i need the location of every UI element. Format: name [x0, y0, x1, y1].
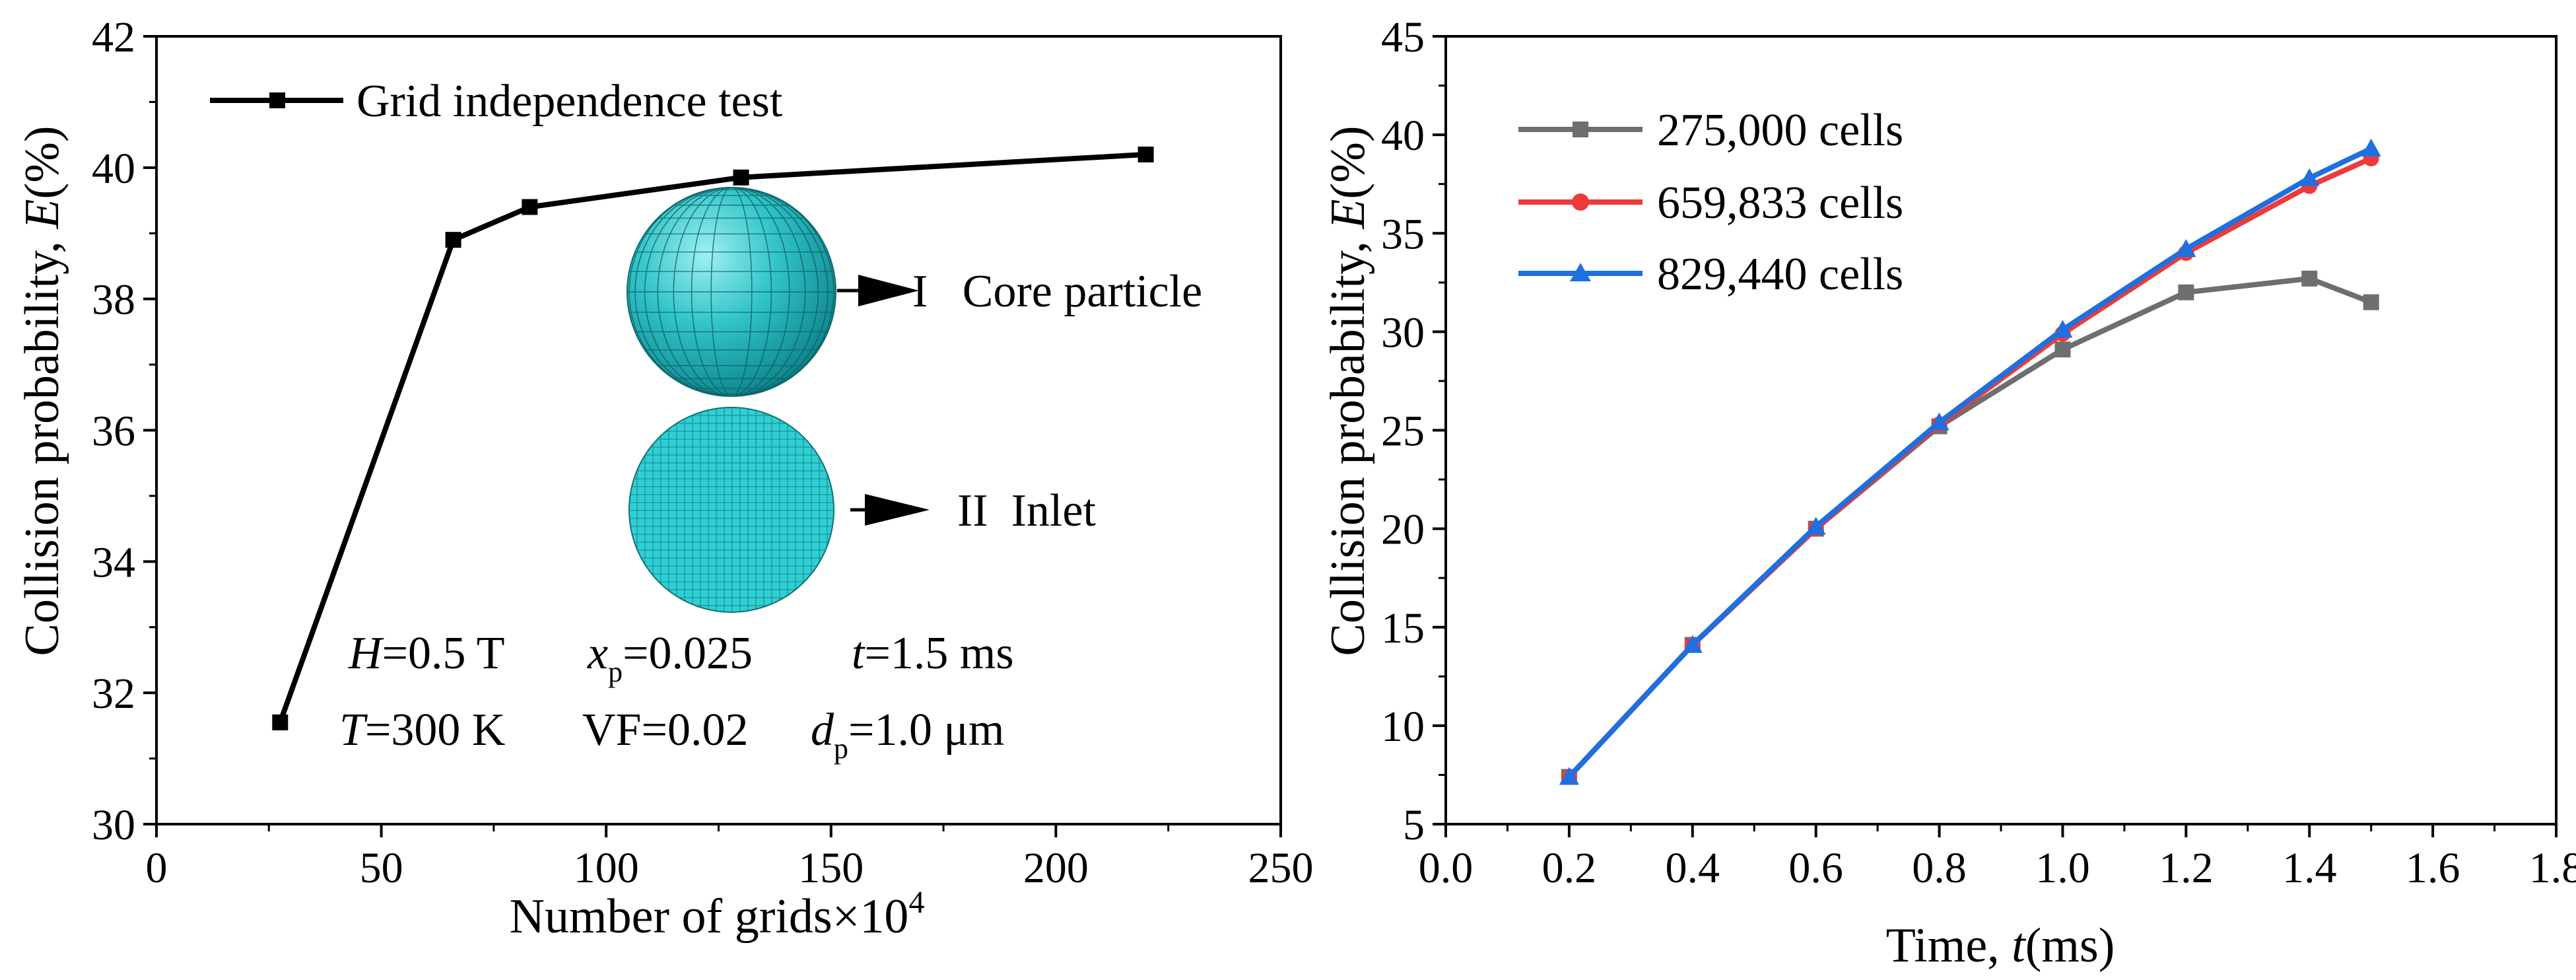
inlet-label: II Inlet	[957, 485, 1096, 536]
legend-marker-829440	[1570, 263, 1591, 281]
legend-label-829440: 829,440 cells	[1657, 249, 1903, 300]
anno-xp: xp=0.025	[587, 628, 753, 688]
left-x-tick-label: 200	[1023, 844, 1089, 892]
core-particle-arrow	[837, 275, 919, 306]
left-x-tick-label: 0	[146, 844, 168, 892]
right-y-tick-label: 15	[1381, 604, 1425, 652]
mesh-time-chart: 0.0 0.2 0.4 0.6 0.8 1.0 1.2 1.4 1.6 1.8 5 10 15 20 25 3…	[1321, 13, 2576, 973]
condition-annotations: H=0.5 T xp=0.025 t=1.5 ms T=300 K VF=0.0…	[339, 628, 1014, 765]
left-x-tick-label: 100	[574, 844, 639, 892]
legend-marker-659833	[1572, 193, 1589, 211]
series-line-275-000-cells	[1567, 275, 2373, 779]
left-y-tick-label: 34	[92, 538, 135, 586]
right-x-axis-title: Time, t(ms)	[1886, 919, 2115, 973]
data-point-275-000-cells	[2054, 341, 2071, 358]
data-point-275-000-cells	[2301, 270, 2318, 287]
data-point-275-000-cells	[2178, 284, 2194, 300]
anno-VF: VF=0.02	[582, 705, 748, 755]
right-axes: 0.0 0.2 0.4 0.6 0.8 1.0 1.2 1.4 1.6 1.8 5 10 15 20 25 3…	[1381, 13, 2576, 892]
data-point-275-000-cells	[2363, 294, 2379, 310]
data-point-grid-independence-test	[445, 232, 461, 248]
anno-H: H=0.5 T	[348, 628, 505, 679]
left-y-axis-title: Collision probability, E(%)	[15, 126, 69, 656]
anno-T: T=300 K	[339, 705, 505, 755]
data-point-grid-independence-test	[522, 199, 538, 215]
data-point-829-440-cells	[2176, 239, 2196, 258]
data-point-829-440-cells	[1929, 412, 1949, 431]
left-x-axis-title: Number of grids×104	[510, 885, 925, 944]
right-x-tick-label: 1.8	[2529, 844, 2576, 892]
data-point-829-440-cells	[1806, 516, 1826, 535]
left-x-tick-label: 150	[798, 844, 864, 892]
legend-label-grid-independence: Grid independence test	[356, 76, 783, 127]
data-point-829-440-cells	[2299, 168, 2320, 186]
left-legend: Grid independence test	[210, 76, 783, 127]
right-x-tick-label: 0.8	[1912, 844, 1967, 892]
right-x-tick-label: 0.0	[1419, 844, 1474, 892]
data-point-829-440-cells	[1682, 635, 1703, 653]
right-x-tick-label: 0.4	[1666, 844, 1720, 892]
right-y-tick-label: 45	[1381, 13, 1425, 61]
right-x-tick-label: 1.0	[2035, 844, 2090, 892]
right-x-tick-label: 0.6	[1788, 844, 1843, 892]
core-particle-mesh	[627, 187, 836, 397]
core-particle-label: I Core particle	[912, 266, 1202, 317]
right-x-tick-label: 1.6	[2406, 844, 2460, 892]
right-legend: 275,000 cells 659,833 cells 829,440 cell…	[1518, 105, 1903, 300]
left-y-tick-label: 30	[92, 801, 135, 849]
right-y-tick-label: 10	[1381, 703, 1425, 751]
right-y-tick-label: 5	[1403, 801, 1425, 849]
data-point-grid-independence-test	[272, 714, 288, 730]
right-y-tick-label: 20	[1381, 506, 1425, 554]
inlet-arrow	[850, 494, 930, 526]
left-y-tick-label: 36	[92, 407, 135, 456]
left-x-tick-label: 50	[360, 844, 403, 892]
data-point-829-440-cells	[2361, 139, 2381, 157]
inlet-mesh	[628, 407, 834, 613]
anno-dp: dp=1.0 μm	[811, 705, 1004, 765]
right-y-tick-label: 30	[1381, 308, 1425, 357]
left-y-tick-label: 38	[92, 276, 135, 324]
grid-independence-chart: I Core particle II Inlet 0 50 100 150 200 250…	[15, 13, 1314, 944]
right-x-tick-label: 0.2	[1542, 844, 1597, 892]
right-y-tick-label: 25	[1381, 407, 1425, 456]
left-y-tick-label: 32	[92, 670, 135, 718]
anno-t: t=1.5 ms	[852, 628, 1014, 679]
left-axes: 0 50 100 150 200 250 30 32 34 36 38 40 42	[92, 13, 1314, 892]
right-y-axis-title: Collision probability, E(%)	[1321, 126, 1375, 656]
data-point-829-440-cells	[1559, 767, 1579, 785]
right-y-tick-label: 40	[1381, 112, 1425, 160]
left-x-tick-label: 250	[1248, 844, 1314, 892]
series-line-829-440-cells	[1567, 146, 2373, 779]
right-plot-frame	[1444, 35, 2558, 825]
right-y-tick-label: 35	[1381, 210, 1425, 258]
right-series	[1559, 139, 2381, 785]
data-point-grid-independence-test	[733, 169, 749, 186]
mesh-inset: I Core particle II Inlet	[627, 187, 1202, 613]
legend-label-275000: 275,000 cells	[1657, 105, 1903, 156]
legend-marker-grid-independence	[269, 92, 285, 108]
right-x-tick-label: 1.2	[2159, 844, 2214, 892]
right-x-tick-label: 1.4	[2282, 844, 2337, 892]
legend-marker-275000	[1573, 122, 1588, 137]
data-point-grid-independence-test	[1137, 146, 1154, 162]
left-y-tick-label: 42	[92, 13, 135, 61]
legend-label-659833: 659,833 cells	[1657, 178, 1903, 228]
left-series	[272, 146, 1154, 730]
left-y-tick-label: 40	[92, 145, 135, 193]
data-point-829-440-cells	[2052, 320, 2073, 338]
